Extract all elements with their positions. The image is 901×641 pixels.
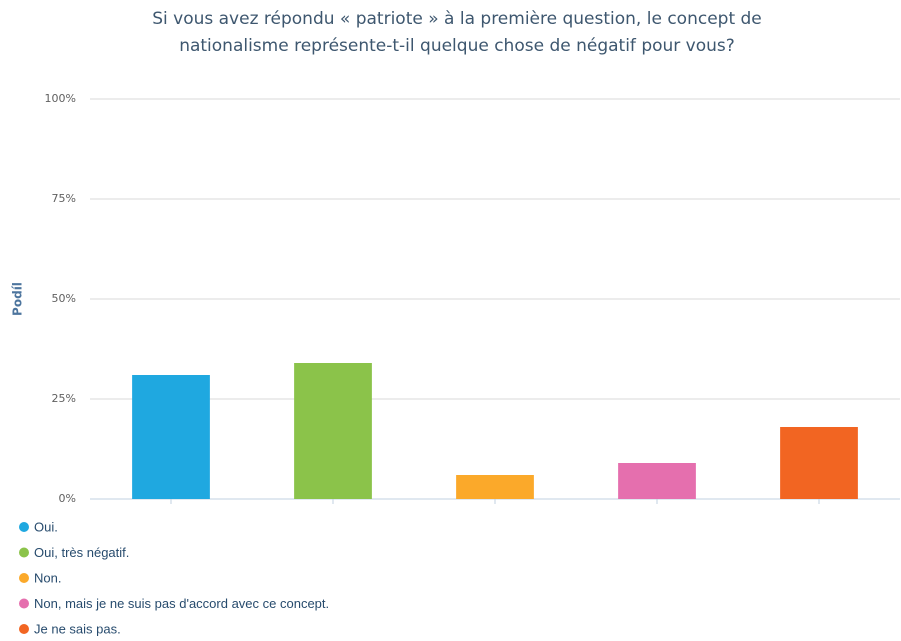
y-axis-label: Podíl: [11, 282, 25, 316]
bar: [294, 363, 372, 499]
legend-label: Oui.: [34, 519, 58, 534]
bar: [132, 375, 210, 499]
y-tick-label: 0%: [59, 492, 76, 505]
legend-label: Je ne sais pas.: [34, 621, 121, 636]
y-tick-label: 100%: [45, 92, 76, 105]
legend-marker: [19, 547, 29, 558]
y-tick-label: 75%: [52, 192, 76, 205]
legend-label: Non, mais je ne suis pas d'accord avec c…: [34, 596, 329, 611]
y-tick-label: 25%: [52, 392, 76, 405]
y-tick-label: 50%: [52, 292, 76, 305]
legend-marker: [19, 598, 29, 609]
legend-label: Non.: [34, 570, 61, 585]
legend-marker: [19, 624, 29, 634]
bar: [456, 475, 534, 499]
legend-label: Oui, très négatif.: [34, 545, 129, 560]
chart-title: Si vous avez répondu « patriote » à la p…: [152, 9, 762, 29]
chart-title: nationalisme représente-t-il quelque cho…: [179, 36, 735, 56]
legend-marker: [19, 522, 29, 532]
bar: [618, 463, 696, 499]
legend-marker: [19, 573, 29, 583]
bar: [780, 427, 858, 499]
